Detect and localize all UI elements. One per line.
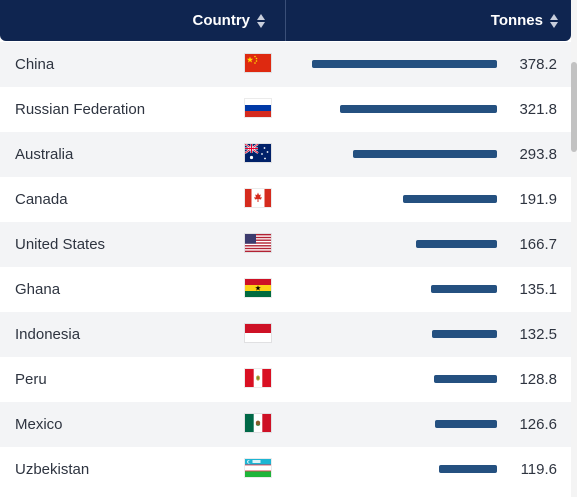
tonnes-value: 293.8	[519, 146, 557, 163]
tonnes-value: 321.8	[519, 101, 557, 118]
table-row: Mexico 126.6	[0, 402, 571, 447]
vertical-scrollbar[interactable]	[571, 0, 577, 497]
table-row: Uzbekistan 119.6	[0, 447, 571, 492]
country-name: Canada	[15, 191, 68, 208]
uzbekistan-flag-icon	[245, 459, 271, 477]
value-bar-track	[312, 447, 497, 492]
mexico-flag-icon	[245, 414, 271, 432]
value-bar	[312, 60, 497, 68]
country-name: Russian Federation	[15, 101, 146, 118]
tonnes-value: 126.6	[519, 416, 557, 433]
tonnes-value: 132.5	[519, 326, 557, 343]
indonesia-flag-icon	[245, 324, 271, 342]
value-bar-track	[312, 87, 497, 132]
table-row: China 378.2	[0, 42, 571, 87]
peru-flag-icon	[245, 369, 271, 387]
country-name: Indonesia	[15, 326, 81, 343]
value-bar-track	[312, 357, 497, 402]
value-bar-track	[312, 132, 497, 177]
table-row: Canada 191.9	[0, 177, 571, 222]
country-name: Peru	[15, 371, 47, 388]
table-row: Indonesia 132.5	[0, 312, 571, 357]
value-bar	[403, 195, 497, 203]
sort-icon[interactable]	[549, 13, 559, 29]
country-name: Mexico	[15, 416, 63, 433]
country-name: Ghana	[15, 281, 61, 298]
value-bar-track	[312, 312, 497, 357]
value-bar-track	[312, 42, 497, 87]
table-row: Peru 128.8	[0, 357, 571, 402]
table-row: Australia 293.8	[0, 132, 571, 177]
ghana-flag-icon	[245, 279, 271, 297]
value-bar	[430, 285, 497, 293]
tonnes-value: 119.6	[520, 461, 557, 478]
tonnes-column-label: Tonnes	[490, 12, 543, 29]
usa-flag-icon	[245, 234, 271, 252]
value-bar	[339, 105, 497, 113]
value-bar-track	[312, 177, 497, 222]
country-name: China	[15, 56, 55, 73]
value-bar	[415, 240, 497, 248]
china-flag-icon	[245, 54, 271, 72]
scrollbar-thumb[interactable]	[571, 62, 577, 152]
canada-flag-icon	[245, 189, 271, 207]
value-bar	[432, 330, 497, 338]
tonnes-value: 191.9	[519, 191, 557, 208]
country-name: Australia	[15, 146, 74, 163]
tonnes-value: 166.7	[519, 236, 557, 253]
table-row: Ghana 135.1	[0, 267, 571, 312]
tonnes-value: 135.1	[519, 281, 557, 298]
russia-flag-icon	[245, 99, 271, 117]
tonnes-column-header[interactable]: Tonnes	[286, 0, 571, 41]
header-divider	[285, 0, 286, 41]
table-row: United States 166.7	[0, 222, 571, 267]
value-bar	[438, 465, 497, 473]
value-bar	[435, 420, 497, 428]
australia-flag-icon	[245, 144, 271, 162]
sort-icon[interactable]	[256, 13, 266, 29]
tonnes-value: 378.2	[519, 56, 557, 73]
value-bar	[434, 375, 497, 383]
value-bar-track	[312, 402, 497, 447]
table-row: Russian Federation 321.8	[0, 87, 571, 132]
country-column-label: Country	[192, 12, 251, 29]
country-column-header[interactable]: Country	[0, 0, 285, 41]
table-header: Country Tonnes	[0, 0, 571, 41]
value-bar	[353, 150, 497, 158]
value-bar-track	[312, 222, 497, 267]
tonnes-value: 128.8	[519, 371, 557, 388]
country-name: United States	[15, 236, 106, 253]
country-name: Uzbekistan	[15, 461, 90, 478]
value-bar-track	[312, 267, 497, 312]
